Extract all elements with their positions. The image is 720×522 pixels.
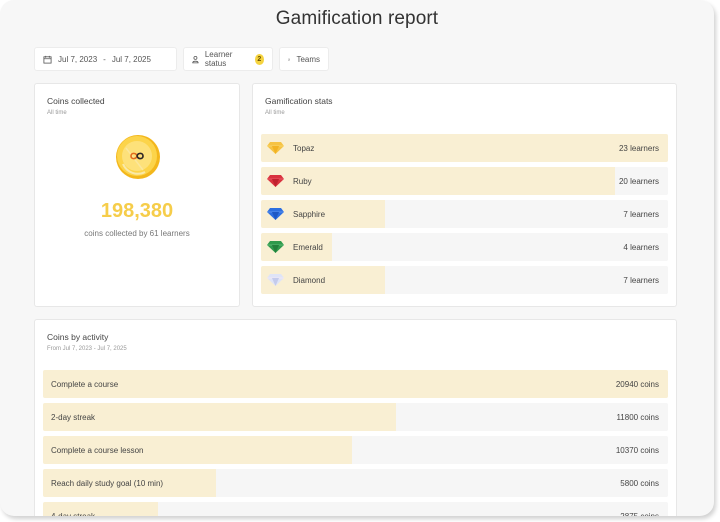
activity-value: 20940 coins [615, 379, 659, 389]
emerald-gem-icon [267, 241, 284, 253]
activity-list: Complete a course 20940 coins 2-day stre… [43, 370, 668, 516]
card-subtitle: All time [47, 110, 67, 116]
learner-status-label: Learner status [204, 50, 233, 68]
sapphire-gem-icon [267, 208, 284, 220]
bar-fill [43, 370, 668, 398]
gem-row-sapphire: Sapphire 7 learners [261, 200, 668, 228]
date-separator: - [103, 54, 106, 64]
gem-row-topaz: Topaz 23 learners [261, 134, 668, 162]
teams-label: Teams [296, 54, 320, 64]
gamification-stats-card: Gamification stats All time Topaz 23 lea… [252, 83, 677, 307]
gem-name: Diamond [293, 275, 326, 285]
date-start: Jul 7, 2023 [58, 54, 98, 64]
learner-status-count-badge: 2 [254, 53, 264, 65]
diamond-gem-icon [267, 274, 284, 286]
team-icon [288, 58, 291, 61]
activity-value: 2875 coins [620, 511, 659, 517]
gem-value: 23 learners [618, 143, 659, 153]
gem-name: Topaz [293, 143, 315, 153]
card-title: Coins by activity [47, 332, 109, 342]
activity-row: Reach daily study goal (10 min) 5800 coi… [43, 469, 668, 497]
user-icon [192, 55, 199, 63]
bar-fill [43, 436, 353, 464]
teams-filter[interactable]: Teams [279, 47, 329, 71]
activity-row: Complete a course lesson 10370 coins [43, 436, 668, 464]
activity-value: 11800 coins [616, 412, 659, 422]
gem-name: Emerald [293, 242, 323, 252]
activity-value: 10370 coins [615, 445, 659, 455]
coins-caption: coins collected by 61 learners [84, 229, 190, 238]
coins-collected-card: Coins collected All time 198,380 coins c… [34, 83, 240, 307]
gem-value: 7 learners [623, 209, 659, 219]
coin-icon [116, 135, 160, 179]
bar-fill [43, 469, 217, 497]
activity-row: Complete a course 20940 coins [43, 370, 668, 398]
card-subtitle: From Jul 7, 2023 - Jul 7, 2025 [47, 346, 127, 352]
activity-name: Reach daily study goal (10 min) [51, 478, 164, 488]
ruby-gem-icon [267, 175, 284, 187]
gem-row-diamond: Diamond 7 learners [261, 266, 668, 294]
coins-total: 198,380 [100, 200, 174, 222]
activity-row: 4-day streak 2875 coins [43, 502, 668, 516]
date-range-filter[interactable]: Jul 7, 2023 - Jul 7, 2025 [34, 47, 177, 71]
gem-list: Topaz 23 learners Ruby 20 learners Sapph… [261, 134, 668, 299]
activity-name: 2-day streak [51, 412, 96, 422]
activity-name: Complete a course [51, 379, 119, 389]
activity-value: 5800 coins [620, 478, 659, 488]
gem-value: 4 learners [623, 242, 659, 252]
bar-fill [261, 134, 668, 162]
activity-name: 4-day streak [51, 511, 96, 517]
bar-fill [43, 502, 158, 516]
gem-row-emerald: Emerald 4 learners [261, 233, 668, 261]
card-title: Coins collected [47, 96, 105, 106]
topaz-gem-icon [267, 142, 284, 154]
card-subtitle: All time [265, 110, 285, 116]
gem-row-ruby: Ruby 20 learners [261, 167, 668, 195]
gem-value: 20 learners [618, 176, 659, 186]
learner-status-filter[interactable]: Learner status 2 [183, 47, 273, 71]
bar-fill [43, 403, 396, 431]
gem-name: Sapphire [293, 209, 326, 219]
calendar-icon [43, 55, 52, 64]
page-title: Gamification report [275, 8, 439, 29]
coins-by-activity-card: Coins by activity From Jul 7, 2023 - Jul… [34, 319, 677, 516]
activity-name: Complete a course lesson [51, 445, 144, 455]
card-title: Gamification stats [265, 96, 333, 106]
gem-value: 7 learners [623, 275, 659, 285]
gem-name: Ruby [293, 176, 312, 186]
filter-bar: Jul 7, 2023 - Jul 7, 2025 Learner status… [34, 47, 329, 71]
bar-fill [261, 167, 616, 195]
date-end: Jul 7, 2025 [111, 54, 151, 64]
activity-row: 2-day streak 11800 coins [43, 403, 668, 431]
